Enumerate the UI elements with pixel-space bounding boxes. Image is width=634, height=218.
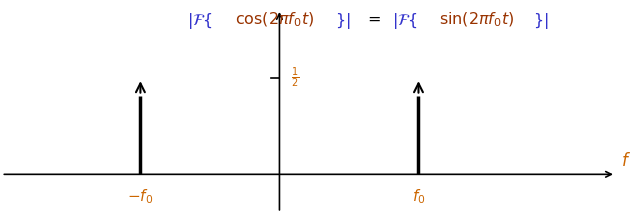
Text: $\mathrm{cos}(2\pi f_0 t)$: $\mathrm{cos}(2\pi f_0 t)$ [235, 11, 314, 29]
Text: $-f_0$: $-f_0$ [127, 188, 153, 206]
Text: $\ =\ $: $\ =\ $ [359, 11, 381, 26]
Text: $f$: $f$ [621, 152, 631, 170]
Text: $\frac{1}{2}$: $\frac{1}{2}$ [290, 66, 299, 90]
Text: $\}|$: $\}|$ [335, 11, 351, 31]
Text: $f_0$: $f_0$ [411, 188, 425, 206]
Text: $|\mathcal{F}\{$: $|\mathcal{F}\{$ [392, 11, 418, 31]
Text: $\}|$: $\}|$ [533, 11, 549, 31]
Text: $|\mathcal{F}\{$: $|\mathcal{F}\{$ [187, 11, 213, 31]
Text: $\mathrm{sin}(2\pi f_0 t)$: $\mathrm{sin}(2\pi f_0 t)$ [439, 11, 515, 29]
